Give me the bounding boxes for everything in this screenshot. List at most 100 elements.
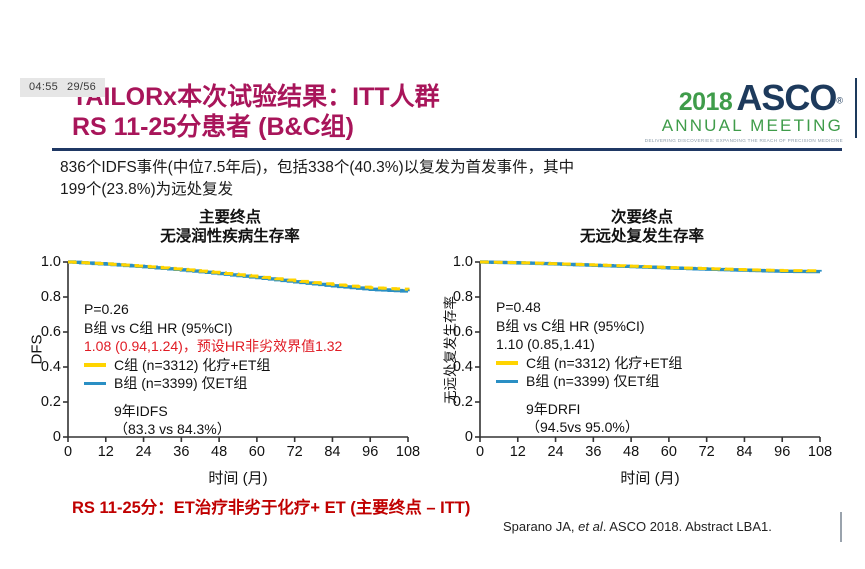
citation-et-al: et al [578, 519, 603, 534]
outcome-value-right: （94.5vs 95.0%） [526, 419, 639, 435]
hr-comparison-label-left: B组 vs C组 HR (95%CI) [84, 319, 233, 336]
y-tick-label: 0.6 [40, 324, 61, 340]
legend-item-group-c-right: C组 (n=3312) 化疗+ET组 [496, 354, 682, 373]
x-tick-label: 60 [660, 444, 677, 460]
logo-vertical-divider [855, 78, 857, 138]
stats-annotation-block-right: P=0.48 B组 vs C组 HR (95%CI) 1.10 (0.85,1.41… [496, 298, 682, 437]
legend-swatch-icon-group-b [84, 381, 106, 385]
km-curves-svg [475, 260, 822, 442]
p-value-right: P=0.48 [496, 299, 541, 315]
chart-title-right: 次要终点 无远处复发生存率 [454, 208, 830, 246]
asco-logo-primary: 2018 ASCO® [645, 80, 843, 116]
title-line-2: RS 11-25分患者 (B&C组) [72, 113, 354, 141]
stats-spacer [84, 393, 342, 402]
x-tick-label: 0 [475, 444, 485, 460]
asco-logo-tagline: DELIVERING DISCOVERIES: EXPANDING THE RE… [644, 137, 843, 143]
x-tick-label: 48 [211, 444, 228, 460]
chart-title-left-line1: 主要终点 [198, 209, 261, 226]
x-tick-label: 72 [698, 444, 715, 460]
x-tick-label: 0 [63, 444, 73, 460]
intro-line-2: 199个(23.8%)为远处复发 [60, 181, 234, 198]
asco-logo: 2018 ASCO® ANNUAL MEETING DELIVERING DISC… [645, 80, 843, 143]
chart-panel-secondary-endpoint: 次要终点 无远处复发生存率 无远处复发生存率 0 0.2 0.4 0.6 0.8 1.0 0… [440, 208, 832, 493]
chart-panel-primary-endpoint: 主要终点 无浸润性疾病生存率 DFS 0 0.2 0.4 0.6 0.8 1.0 0 12 24… [28, 208, 421, 493]
legend-swatch-icon-group-c [84, 363, 106, 367]
x-tick-label: 96 [362, 444, 379, 460]
outcome-label-right: 9年DRFI [526, 400, 581, 417]
plot-area-left: 0 0.2 0.4 0.6 0.8 1.0 0 12 24 36 48 60 72 84 96 108 P=0.… [41, 254, 420, 460]
intro-paragraph: 836个IDFS事件(中位7.5年后)，包括338个(40.3%)以复发为首发事… [60, 157, 760, 201]
y-tick-label: 0.2 [40, 394, 61, 410]
x-tick-label: 84 [324, 444, 341, 460]
hr-comparison-label-right: B组 vs C组 HR (95%CI) [496, 317, 645, 334]
x-tick-label: 60 [248, 444, 265, 460]
x-tick-label: 24 [547, 444, 564, 460]
conclusion-statement: RS 11-25分：ET治疗非劣于化疗+ ET (主要终点 – ITT) [72, 499, 471, 517]
p-value-left: P=0.26 [84, 301, 129, 317]
legend-swatch-icon-group-c [496, 361, 518, 365]
overlay-time: 04:55 [29, 81, 59, 93]
outcome-value-left: （83.3 vs 84.3%） [114, 421, 231, 437]
y-tick-label: 0.8 [40, 289, 61, 305]
hr-value-left: 1.08 (0.94,1.24)，预设HR非劣效界值1.32 [84, 338, 343, 354]
legend-item-group-c-left: C组 (n=3312) 化疗+ET组 [84, 356, 342, 375]
km-curve-group-c [480, 260, 822, 273]
x-tick-label: 36 [585, 444, 602, 460]
stats-spacer [496, 391, 682, 400]
y-tick-label: 0 [464, 429, 473, 445]
chart-title-left: 主要终点 无浸润性疾病生存率 [42, 208, 418, 246]
chart-title-right-line2: 无远处复发生存率 [579, 228, 704, 245]
citation-prefix: Sparano JA, [503, 519, 579, 534]
asco-logo-year: 2018 [678, 88, 733, 116]
legend-label-group-b: B组 (n=3399) 仅ET组 [114, 375, 248, 391]
x-axis-label-right: 时间 (月) [620, 470, 680, 487]
x-tick-label: 108 [807, 444, 833, 460]
hr-value-right: 1.10 (0.85,1.41) [496, 336, 595, 352]
citation-suffix: . ASCO 2018. Abstract LBA1. [602, 519, 772, 534]
asco-logo-subtitle: ANNUAL MEETING [661, 116, 843, 135]
video-timestamp-overlay: 04:55 29/56 [20, 78, 106, 97]
km-curve-group-c [68, 260, 410, 291]
y-tick-label: 0 [52, 429, 61, 445]
y-tick-label: 0.6 [452, 324, 473, 340]
legend-item-group-b-right: B组 (n=3399) 仅ET组 [496, 372, 682, 391]
asco-logo-name: ASCO [736, 77, 837, 118]
legend-item-group-b-left: B组 (n=3399) 仅ET组 [84, 374, 342, 393]
y-tick-label: 0.2 [452, 394, 473, 410]
y-tick-label: 0.4 [40, 359, 61, 375]
registered-mark-icon: ® [836, 95, 843, 106]
x-tick-label: 12 [97, 444, 114, 460]
overlay-page-counter: 29/56 [67, 81, 97, 93]
legend-label-group-b: B组 (n=3399) 仅ET组 [526, 373, 660, 389]
plot-area-right: 0 0.2 0.4 0.6 0.8 1.0 0 12 24 36 48 60 72 84 96 108 P=0.… [453, 254, 832, 460]
legend-swatch-icon-group-b [496, 379, 518, 383]
x-tick-label: 36 [173, 444, 190, 460]
x-axis-label-left: 时间 (月) [208, 470, 268, 487]
header-divider [52, 148, 842, 151]
footer-vertical-divider [840, 512, 842, 542]
title-line-1: TAILORx本次试验结果：ITT人群 [72, 83, 440, 111]
stats-annotation-block-left: P=0.26 B组 vs C组 HR (95%CI) 1.08 (0.94,1.24… [84, 300, 342, 439]
chart-title-left-line2: 无浸润性疾病生存率 [160, 228, 300, 245]
intro-line-1: 836个IDFS事件(中位7.5年后)，包括338个(40.3%)以复发为首发事… [60, 159, 575, 176]
x-tick-label: 24 [135, 444, 152, 460]
y-tick-label: 0.4 [452, 359, 473, 375]
x-tick-label: 84 [736, 444, 753, 460]
citation: Sparano JA, et al. ASCO 2018. Abstract L… [503, 519, 772, 534]
x-tick-label: 108 [395, 444, 421, 460]
x-tick-label: 48 [623, 444, 640, 460]
legend-label-group-c: C组 (n=3312) 化疗+ET组 [114, 356, 271, 373]
y-tick-label: 0.8 [452, 289, 473, 305]
outcome-label-left: 9年IDFS [114, 402, 168, 419]
x-tick-label: 96 [774, 444, 791, 460]
y-tick-label: 1.0 [452, 254, 473, 270]
plot-wrapper-right: 无远处复发生存率 0 0.2 0.4 0.6 0.8 1.0 0 12 24 36 48 60 72 84… [440, 254, 832, 492]
y-tick-label: 1.0 [40, 254, 61, 270]
plot-wrapper-left: DFS 0 0.2 0.4 0.6 0.8 1.0 0 12 24 36 48 60 72 84 96 108… [28, 254, 421, 492]
page-title: TAILORx本次试验结果：ITT人群 RS 11-25分患者 (B&C组) [72, 82, 632, 142]
chart-title-right-line1: 次要终点 [610, 209, 673, 226]
x-tick-label: 72 [286, 444, 303, 460]
legend-label-group-c: C组 (n=3312) 化疗+ET组 [526, 354, 683, 371]
x-tick-label: 12 [509, 444, 526, 460]
